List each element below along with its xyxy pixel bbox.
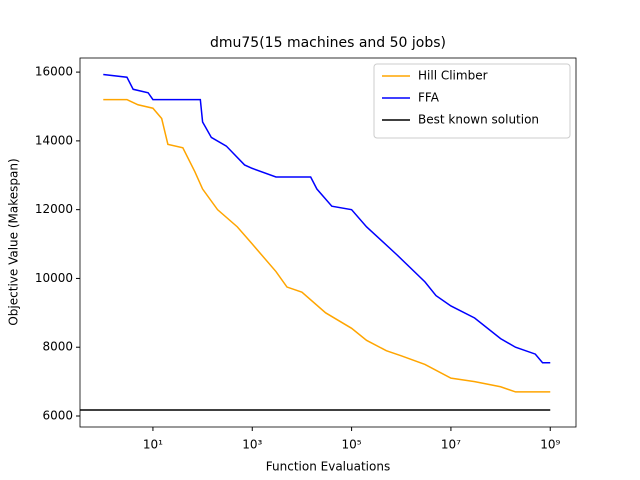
chart-title: dmu75(15 machines and 50 jobs) [210,35,446,51]
legend-box [373,63,571,139]
y-tick-label: 12000 [35,202,73,216]
legend-label: Hill Climber [418,69,488,83]
x-tick-label: 10¹ [143,438,163,452]
y-tick-label: 6000 [42,408,73,422]
y-tick-label: 10000 [35,271,73,285]
y-tick-label: 8000 [42,340,73,354]
legend-label: Best known solution [418,113,539,127]
legend-label: FFA [418,91,440,105]
y-tick-label: 16000 [35,65,73,79]
y-axis-label: Objective Value (Makespan) [7,158,21,325]
x-tick-label: 10⁷ [441,438,461,452]
plot-frame [79,57,577,428]
x-tick-label: 10⁵ [342,438,362,452]
y-tick-label: 14000 [35,133,73,147]
x-tick-label: 10⁹ [540,438,560,452]
line-series [103,73,551,364]
line-series [103,98,551,393]
x-tick-label: 10³ [242,438,262,452]
x-axis-label: Function Evaluations [266,460,390,474]
